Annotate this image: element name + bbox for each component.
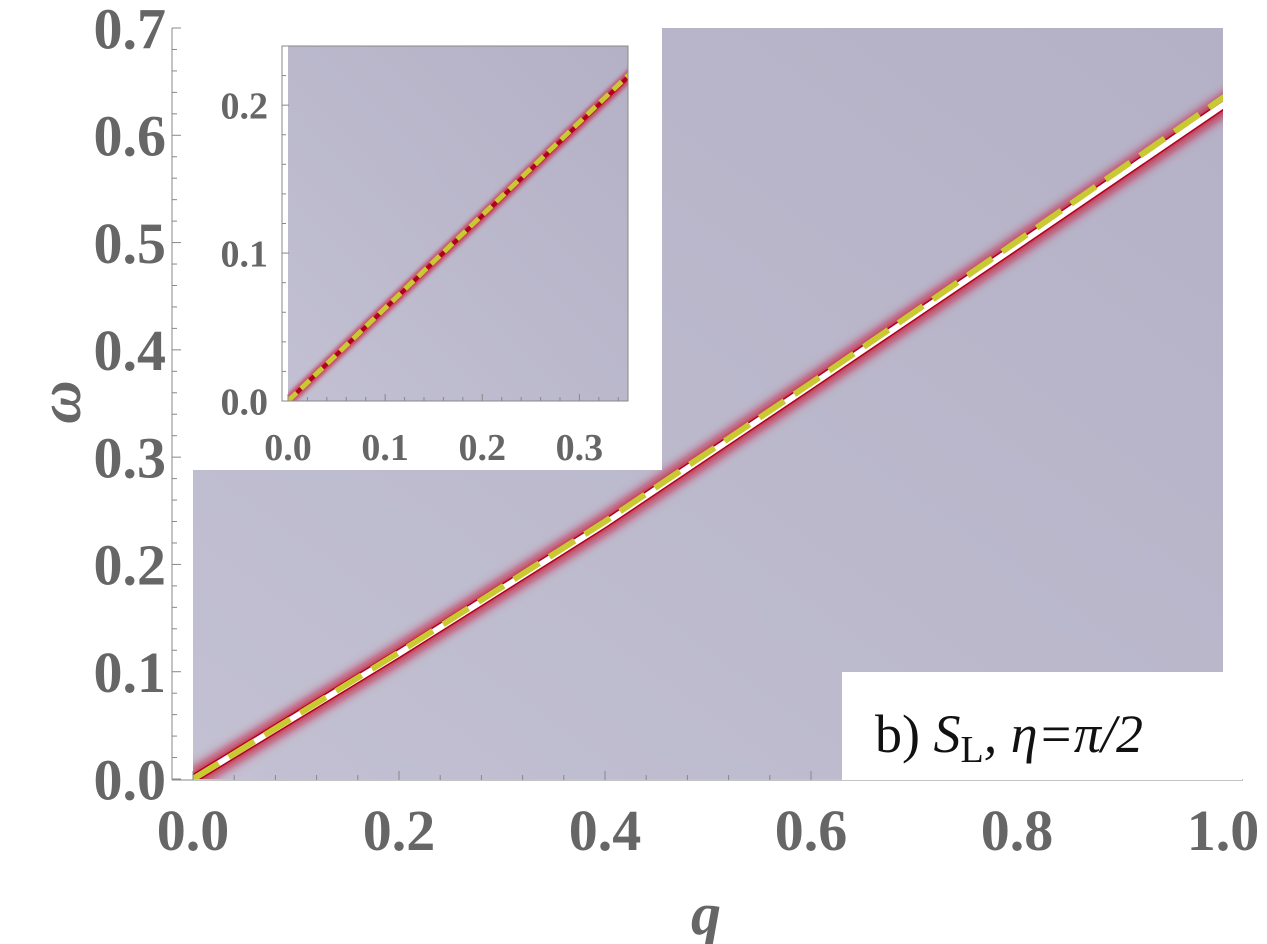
inset-plot: 0.0 0.1 0.2 0.3 0.0 0.1 0.2 [190,22,662,470]
inset-x-tick-label: 0.2 [459,427,507,469]
main-y-tick-label: 0.2 [94,533,167,598]
main-x-tick-label: 0.2 [363,798,436,863]
annotation-label: b) SL, η=π/2 [875,704,1143,771]
main-y-tick-label: 0.3 [94,425,167,490]
main-y-tick-label: 0.1 [94,640,167,705]
annotation-box: b) SL, η=π/2 [842,672,1242,780]
y-axis-title: ω [27,380,93,423]
main-y-tick-label: 0.0 [94,747,167,812]
annotation-prefix: b) [875,704,933,764]
main-y-tick-label: 0.6 [94,104,167,169]
inset-series-group [288,70,628,401]
inset-tick-marks [282,45,619,402]
main-series-group [193,94,1223,779]
main-x-tick-label: 0.6 [775,798,848,863]
main-dispersion-line [193,94,1223,779]
inset-x-tick-label: 0.1 [361,427,409,469]
inset-y-tick-label: 0.0 [221,381,269,423]
inset-y-tick-label: 0.2 [221,85,269,127]
main-y-tick-label: 0.4 [94,318,167,383]
annotation-rest: , η=π/2 [984,704,1143,764]
inset-y-tick-labels: 0.0 0.1 0.2 [221,85,269,423]
annotation-symbol: S [933,704,960,764]
inset-x-tick-label: 0.3 [556,427,604,469]
main-x-tick-label: 1.0 [1187,798,1260,863]
inset-spectral-peak-core-red [288,74,628,401]
main-x-tick-label: 0.8 [981,798,1054,863]
inset-x-tick-labels: 0.0 0.1 0.2 0.3 [264,427,603,469]
main-x-tick-labels: 0.0 0.2 0.4 0.6 0.8 1.0 [157,798,1260,863]
main-y-tick-label: 0.5 [94,211,167,276]
main-y-tick-label: 0.7 [94,0,167,61]
x-axis-title: q [691,881,721,944]
main-y-tick-labels: 0.0 0.1 0.2 0.3 0.4 0.5 0.6 0.7 [94,0,167,812]
main-x-tick-label: 0.4 [569,798,642,863]
annotation-subscript: L [960,729,983,771]
inset-x-tick-label: 0.0 [264,427,312,469]
main-x-tick-label: 0.0 [157,798,230,863]
inset-y-tick-label: 0.1 [221,233,269,275]
